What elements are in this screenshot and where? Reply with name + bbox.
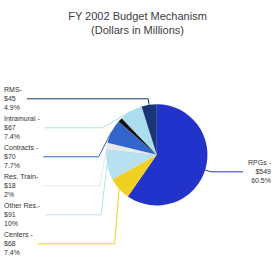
svg-text:4.9%: 4.9%	[4, 104, 20, 111]
svg-text:60.5%: 60.5%	[251, 177, 271, 184]
svg-text:Intramural -: Intramural -	[4, 115, 40, 122]
svg-text:$549: $549	[255, 168, 271, 175]
svg-text:$18: $18	[4, 182, 16, 189]
svg-text:$45: $45	[4, 95, 16, 102]
svg-text:(Dollars in Millions): (Dollars in Millions)	[91, 24, 184, 36]
svg-text:7.7%: 7.7%	[4, 162, 20, 169]
svg-text:RPGs -: RPGs -	[248, 159, 272, 166]
svg-text:$91: $91	[4, 211, 16, 218]
svg-text:Other Res.-: Other Res.-	[4, 202, 41, 209]
svg-text:RMS-: RMS-	[4, 86, 23, 93]
svg-text:10%: 10%	[4, 220, 18, 227]
svg-text:$70: $70	[4, 153, 16, 160]
svg-text:$67: $67	[4, 124, 16, 131]
svg-text:Contracts -: Contracts -	[4, 144, 39, 151]
svg-text:7.4%: 7.4%	[4, 249, 20, 256]
svg-text:Res. Train-: Res. Train-	[4, 173, 39, 180]
svg-text:2%: 2%	[4, 191, 14, 198]
svg-text:7.4%: 7.4%	[4, 133, 20, 140]
svg-text:Centers -: Centers -	[4, 231, 33, 238]
svg-text:FY 2002 Budget Mechanism: FY 2002 Budget Mechanism	[68, 10, 207, 22]
svg-text:$68: $68	[4, 240, 16, 247]
